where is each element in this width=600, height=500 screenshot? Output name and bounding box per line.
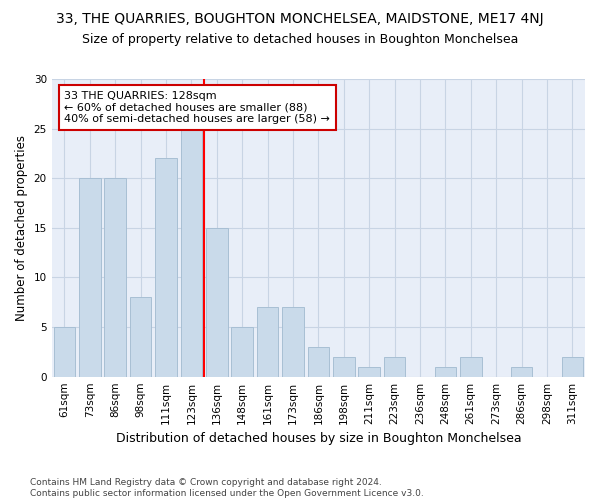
Text: 33 THE QUARRIES: 128sqm
← 60% of detached houses are smaller (88)
40% of semi-de: 33 THE QUARRIES: 128sqm ← 60% of detache… bbox=[64, 91, 330, 124]
Bar bbox=[434, 367, 456, 376]
Bar bbox=[206, 228, 227, 376]
Bar bbox=[562, 357, 583, 376]
Bar bbox=[333, 357, 355, 376]
Bar bbox=[358, 367, 380, 376]
Bar bbox=[53, 327, 75, 376]
Y-axis label: Number of detached properties: Number of detached properties bbox=[15, 135, 28, 321]
Bar bbox=[79, 178, 101, 376]
Bar bbox=[384, 357, 406, 376]
Bar bbox=[308, 347, 329, 376]
Bar bbox=[460, 357, 482, 376]
Bar bbox=[130, 298, 151, 376]
Bar bbox=[104, 178, 126, 376]
Bar bbox=[282, 307, 304, 376]
Bar bbox=[257, 307, 278, 376]
Bar bbox=[155, 158, 177, 376]
Text: 33, THE QUARRIES, BOUGHTON MONCHELSEA, MAIDSTONE, ME17 4NJ: 33, THE QUARRIES, BOUGHTON MONCHELSEA, M… bbox=[56, 12, 544, 26]
Bar bbox=[232, 327, 253, 376]
X-axis label: Distribution of detached houses by size in Boughton Monchelsea: Distribution of detached houses by size … bbox=[116, 432, 521, 445]
Bar bbox=[181, 128, 202, 376]
Bar bbox=[511, 367, 532, 376]
Text: Size of property relative to detached houses in Boughton Monchelsea: Size of property relative to detached ho… bbox=[82, 32, 518, 46]
Text: Contains HM Land Registry data © Crown copyright and database right 2024.
Contai: Contains HM Land Registry data © Crown c… bbox=[30, 478, 424, 498]
